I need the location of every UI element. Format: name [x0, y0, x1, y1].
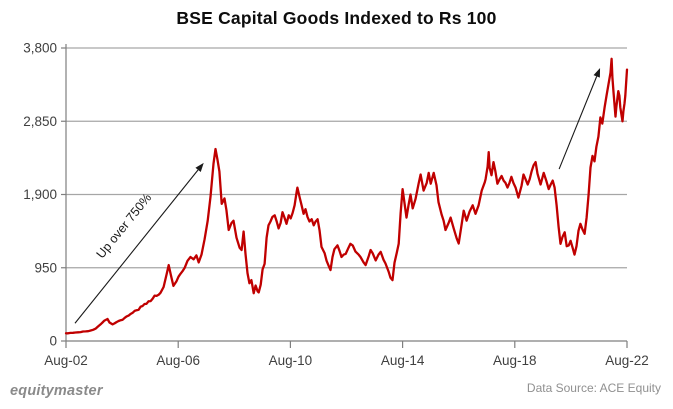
trend-arrow-1 — [74, 169, 199, 324]
equitymaster-logo: equitymaster — [10, 383, 103, 399]
y-tick-label: 1,900 — [23, 187, 57, 202]
x-tick-label: Aug-14 — [381, 353, 425, 368]
price-line-0 — [64, 57, 629, 335]
x-tick-label: Aug-02 — [44, 353, 88, 368]
y-tick-label: 3,800 — [23, 41, 57, 56]
y-tick-label: 0 — [49, 334, 57, 349]
trend-arrowhead-2 — [593, 68, 601, 78]
x-tick-label: Aug-06 — [156, 353, 200, 368]
chart-title: BSE Capital Goods Indexed to Rs 100 — [176, 8, 497, 28]
x-tick-label: Aug-18 — [493, 353, 537, 368]
trend-arrow-2 — [558, 76, 598, 170]
trend-arrowhead-1 — [195, 162, 204, 173]
x-tick-label: Aug-22 — [605, 353, 649, 368]
y-tick-label: 950 — [34, 260, 57, 275]
y-tick-label: 2,850 — [23, 114, 57, 129]
x-tick-label: Aug-10 — [269, 353, 313, 368]
data-source-label: Data Source: ACE Equity — [526, 381, 661, 395]
